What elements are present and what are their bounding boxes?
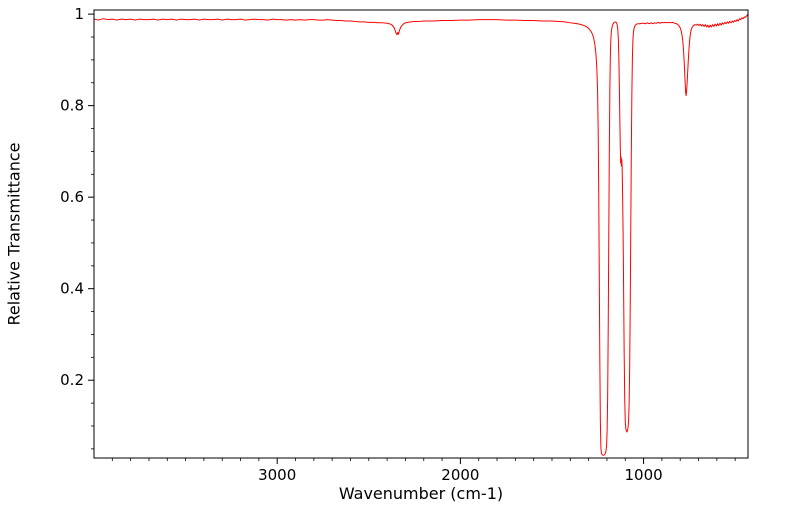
x-tick-label: 2000	[441, 466, 479, 484]
x-axis-label: Wavenumber (cm-1)	[338, 484, 504, 503]
y-tick-label: 0.8	[60, 97, 84, 115]
x-tick-label: 3000	[258, 466, 296, 484]
y-tick-label: 1	[74, 5, 84, 23]
y-axis-label: Relative Transmittance	[4, 142, 24, 326]
spectrum-line	[94, 13, 748, 456]
plot-border	[93, 9, 749, 459]
x-tick-label: 1000	[624, 466, 662, 484]
y-tick-label: 0.4	[60, 280, 84, 298]
y-tick-label: 0.6	[60, 188, 84, 206]
y-tick-label: 0.2	[60, 371, 84, 389]
